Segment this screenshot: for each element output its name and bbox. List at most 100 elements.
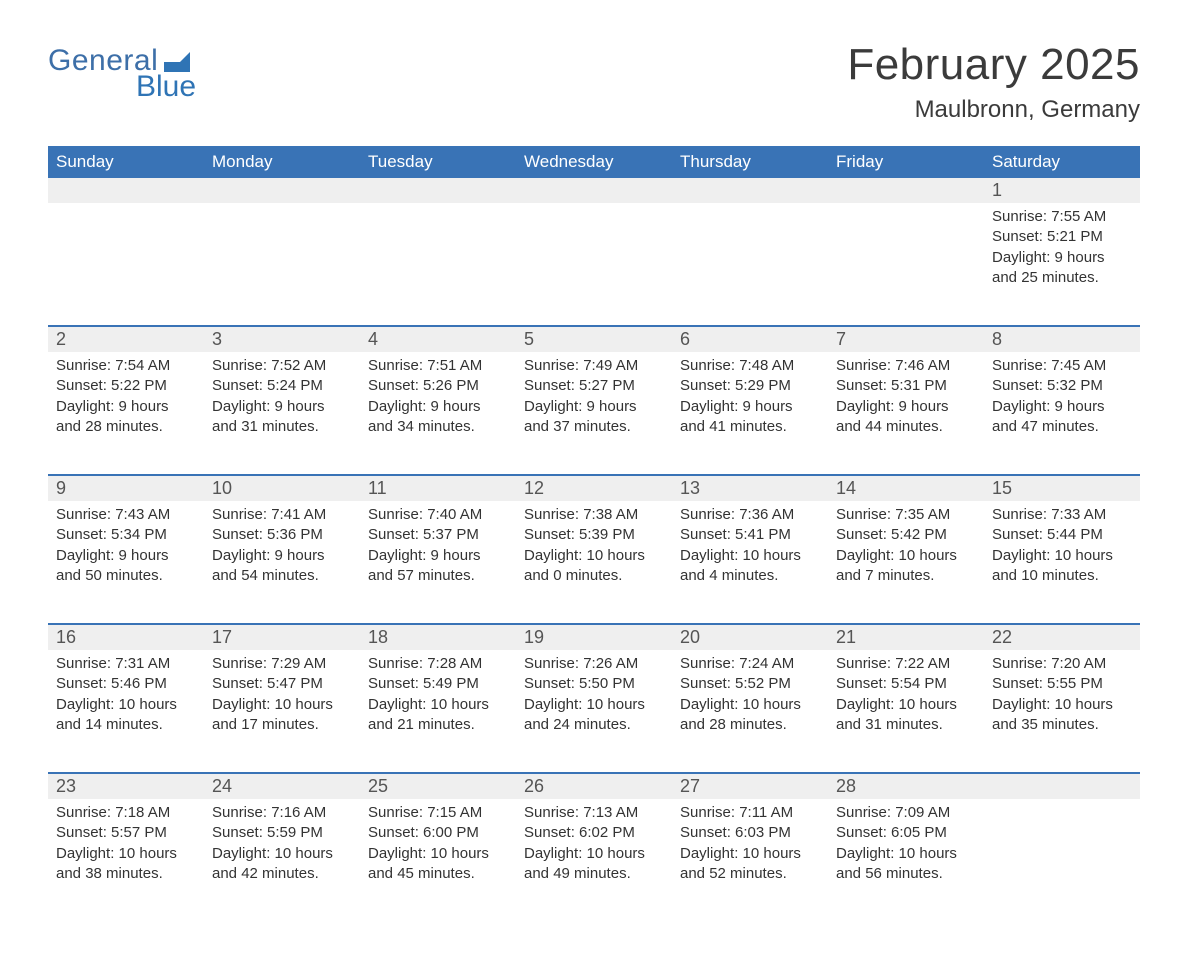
sunrise-label: Sunrise: 7:46 AM [836,356,976,376]
daylight-label: and 41 minutes. [680,417,820,437]
day-number: 3 [204,327,360,352]
daylight-label: Daylight: 10 hours [680,546,820,566]
daylight-label: Daylight: 10 hours [368,695,508,715]
day-number: 12 [516,476,672,501]
daylight-label: and 28 minutes. [680,715,820,735]
daylight-label: and 34 minutes. [368,417,508,437]
day-cell: Sunrise: 7:16 AMSunset: 5:59 PMDaylight:… [204,799,360,897]
day-number: 17 [204,625,360,650]
day-cell: Sunrise: 7:22 AMSunset: 5:54 PMDaylight:… [828,650,984,748]
daylight-label: and 54 minutes. [212,566,352,586]
daylight-label: Daylight: 10 hours [992,546,1132,566]
daylight-label: Daylight: 10 hours [212,844,352,864]
day-cell: Sunrise: 7:11 AMSunset: 6:03 PMDaylight:… [672,799,828,897]
sunrise-label: Sunrise: 7:33 AM [992,505,1132,525]
sunrise-label: Sunrise: 7:51 AM [368,356,508,376]
sunset-label: Sunset: 6:03 PM [680,823,820,843]
daylight-label: Daylight: 9 hours [992,248,1132,268]
day-number: 4 [360,327,516,352]
sunset-label: Sunset: 5:36 PM [212,525,352,545]
day-number-row: 1 [48,178,1140,203]
brand-word-2: Blue [136,70,196,104]
daylight-label: Daylight: 9 hours [368,546,508,566]
day-number: 21 [828,625,984,650]
sunset-label: Sunset: 5:46 PM [56,674,196,694]
daylight-label: Daylight: 9 hours [56,546,196,566]
day-number: 7 [828,327,984,352]
day-number: 16 [48,625,204,650]
day-cell [672,203,828,301]
day-cell: Sunrise: 7:45 AMSunset: 5:32 PMDaylight:… [984,352,1140,450]
daylight-label: and 50 minutes. [56,566,196,586]
sunrise-label: Sunrise: 7:22 AM [836,654,976,674]
flag-icon [164,52,190,72]
day-content-row: Sunrise: 7:55 AMSunset: 5:21 PMDaylight:… [48,203,1140,301]
day-number: 28 [828,774,984,799]
calendar: Sunday Monday Tuesday Wednesday Thursday… [48,146,1140,897]
sunset-label: Sunset: 5:34 PM [56,525,196,545]
sunset-label: Sunset: 5:41 PM [680,525,820,545]
daylight-label: Daylight: 10 hours [680,695,820,715]
daylight-label: and 35 minutes. [992,715,1132,735]
sunset-label: Sunset: 6:05 PM [836,823,976,843]
daylight-label: Daylight: 9 hours [992,397,1132,417]
day-number: 10 [204,476,360,501]
sunset-label: Sunset: 5:29 PM [680,376,820,396]
daylight-label: Daylight: 9 hours [212,546,352,566]
daylight-label: and 47 minutes. [992,417,1132,437]
sunrise-label: Sunrise: 7:45 AM [992,356,1132,376]
sunset-label: Sunset: 6:00 PM [368,823,508,843]
day-cell: Sunrise: 7:48 AMSunset: 5:29 PMDaylight:… [672,352,828,450]
day-content-row: Sunrise: 7:18 AMSunset: 5:57 PMDaylight:… [48,799,1140,897]
daylight-label: Daylight: 10 hours [56,695,196,715]
daylight-label: Daylight: 10 hours [524,844,664,864]
day-number-row: 9101112131415 [48,476,1140,501]
sunset-label: Sunset: 5:21 PM [992,227,1132,247]
weekday-header: Monday [204,146,360,178]
day-cell [48,203,204,301]
day-number [516,178,672,203]
sunrise-label: Sunrise: 7:20 AM [992,654,1132,674]
weeks-container: 1Sunrise: 7:55 AMSunset: 5:21 PMDaylight… [48,178,1140,897]
daylight-label: Daylight: 10 hours [56,844,196,864]
day-cell: Sunrise: 7:43 AMSunset: 5:34 PMDaylight:… [48,501,204,599]
day-number: 18 [360,625,516,650]
day-number: 14 [828,476,984,501]
daylight-label: and 4 minutes. [680,566,820,586]
sunrise-label: Sunrise: 7:40 AM [368,505,508,525]
daylight-label: Daylight: 10 hours [836,695,976,715]
daylight-label: and 31 minutes. [836,715,976,735]
sunset-label: Sunset: 5:37 PM [368,525,508,545]
daylight-label: and 45 minutes. [368,864,508,884]
day-number [828,178,984,203]
day-number-row: 16171819202122 [48,625,1140,650]
sunrise-label: Sunrise: 7:18 AM [56,803,196,823]
week-row: 232425262728Sunrise: 7:18 AMSunset: 5:57… [48,772,1140,897]
sunset-label: Sunset: 5:24 PM [212,376,352,396]
sunrise-label: Sunrise: 7:52 AM [212,356,352,376]
sunset-label: Sunset: 5:32 PM [992,376,1132,396]
daylight-label: and 31 minutes. [212,417,352,437]
sunrise-label: Sunrise: 7:43 AM [56,505,196,525]
day-number [48,178,204,203]
sunset-label: Sunset: 5:26 PM [368,376,508,396]
daylight-label: and 52 minutes. [680,864,820,884]
sunrise-label: Sunrise: 7:29 AM [212,654,352,674]
day-cell: Sunrise: 7:13 AMSunset: 6:02 PMDaylight:… [516,799,672,897]
day-number [360,178,516,203]
daylight-label: Daylight: 10 hours [524,546,664,566]
sunrise-label: Sunrise: 7:49 AM [524,356,664,376]
day-number: 9 [48,476,204,501]
daylight-label: Daylight: 10 hours [836,546,976,566]
daylight-label: and 28 minutes. [56,417,196,437]
day-number: 11 [360,476,516,501]
day-cell: Sunrise: 7:36 AMSunset: 5:41 PMDaylight:… [672,501,828,599]
sunrise-label: Sunrise: 7:11 AM [680,803,820,823]
daylight-label: and 17 minutes. [212,715,352,735]
header-bar: General Blue February 2025 Maulbronn, Ge… [48,40,1140,138]
daylight-label: Daylight: 9 hours [212,397,352,417]
daylight-label: Daylight: 10 hours [992,695,1132,715]
daylight-label: Daylight: 10 hours [836,844,976,864]
day-number: 23 [48,774,204,799]
day-content-row: Sunrise: 7:54 AMSunset: 5:22 PMDaylight:… [48,352,1140,450]
